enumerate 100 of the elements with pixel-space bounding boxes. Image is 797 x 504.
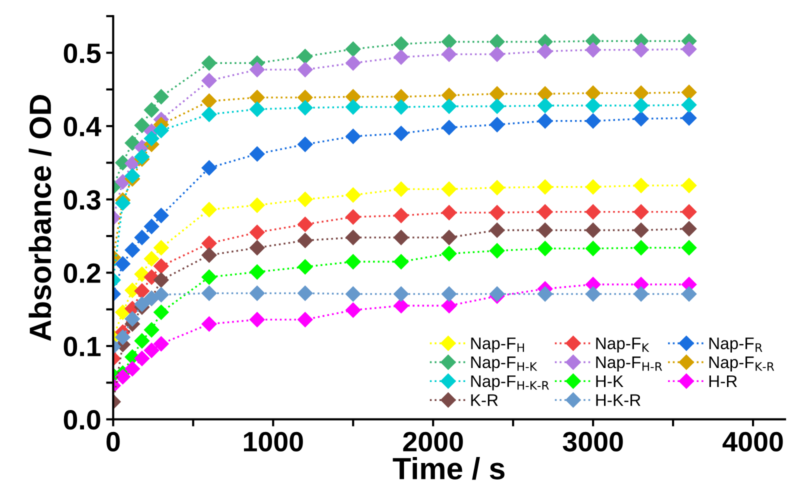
point bbox=[154, 122, 169, 138]
point bbox=[134, 350, 150, 366]
point bbox=[144, 322, 160, 338]
point bbox=[250, 286, 265, 301]
point bbox=[490, 180, 505, 196]
legend-label: Nap-F$_{H-K}$ bbox=[471, 356, 538, 372]
legend-label: Nap-F$_{R}$ bbox=[709, 338, 762, 353]
point bbox=[681, 42, 697, 57]
point bbox=[202, 106, 217, 122]
point bbox=[154, 258, 169, 274]
point bbox=[346, 209, 361, 225]
point bbox=[586, 42, 601, 58]
point bbox=[154, 304, 169, 320]
point bbox=[134, 230, 150, 246]
point bbox=[346, 128, 361, 144]
point bbox=[346, 254, 361, 270]
x-tick-label: 3000 bbox=[562, 432, 623, 452]
x-tick-label: 4000 bbox=[722, 432, 783, 452]
point bbox=[538, 86, 553, 102]
point bbox=[634, 111, 649, 126]
point bbox=[202, 202, 217, 218]
point bbox=[154, 89, 169, 104]
point bbox=[154, 287, 169, 302]
point bbox=[124, 361, 140, 376]
point bbox=[538, 98, 553, 114]
point bbox=[442, 286, 457, 302]
x-tick-label: 2000 bbox=[403, 432, 463, 452]
point bbox=[115, 330, 130, 345]
point bbox=[394, 254, 409, 270]
point bbox=[681, 97, 697, 112]
point bbox=[202, 55, 217, 71]
point bbox=[538, 44, 553, 59]
point bbox=[346, 42, 361, 57]
point bbox=[298, 48, 313, 64]
legend-label: H-K-R bbox=[596, 394, 640, 406]
point bbox=[202, 94, 217, 109]
point bbox=[634, 240, 649, 256]
point bbox=[634, 222, 649, 238]
point bbox=[144, 130, 160, 146]
point bbox=[490, 243, 505, 258]
point bbox=[134, 296, 150, 312]
point bbox=[298, 259, 313, 274]
point bbox=[681, 84, 697, 100]
point bbox=[298, 100, 313, 116]
y-tick-label: 0.2 bbox=[64, 263, 100, 284]
point bbox=[144, 251, 160, 266]
point bbox=[394, 182, 409, 197]
point bbox=[250, 146, 265, 162]
point bbox=[134, 283, 150, 299]
point bbox=[124, 311, 140, 326]
point bbox=[394, 230, 409, 246]
legend-label: Nap-F$_{K-R}$ bbox=[709, 356, 774, 372]
legend-label: K-R bbox=[471, 394, 498, 406]
point bbox=[538, 240, 553, 256]
point bbox=[250, 62, 265, 78]
point bbox=[394, 298, 409, 314]
point bbox=[490, 86, 505, 102]
point bbox=[538, 204, 553, 220]
point bbox=[634, 42, 649, 58]
point bbox=[144, 342, 160, 358]
point bbox=[346, 99, 361, 115]
point bbox=[124, 242, 140, 258]
point bbox=[442, 182, 457, 197]
point bbox=[634, 204, 649, 220]
point bbox=[490, 46, 505, 62]
y-tick-label: 0.5 bbox=[64, 43, 101, 64]
point bbox=[394, 50, 409, 65]
point bbox=[634, 86, 649, 101]
legend-label: Nap-F$_{H-K-R}$ bbox=[471, 375, 549, 390]
point bbox=[442, 88, 457, 103]
point bbox=[634, 98, 649, 114]
point bbox=[442, 230, 457, 246]
point bbox=[298, 62, 313, 78]
point bbox=[394, 208, 409, 224]
point bbox=[250, 312, 265, 328]
point bbox=[442, 246, 457, 262]
point bbox=[346, 230, 361, 246]
point bbox=[124, 135, 140, 151]
point bbox=[394, 99, 409, 115]
point bbox=[538, 113, 553, 129]
point bbox=[144, 102, 160, 118]
point bbox=[586, 240, 601, 256]
point bbox=[250, 102, 265, 117]
point bbox=[202, 286, 217, 301]
point bbox=[346, 286, 361, 302]
point bbox=[134, 266, 150, 282]
point bbox=[202, 270, 217, 285]
point bbox=[442, 98, 457, 114]
point bbox=[442, 205, 457, 220]
x-axis-title: Time / s bbox=[392, 457, 504, 480]
point bbox=[490, 34, 505, 50]
point bbox=[586, 86, 601, 101]
point bbox=[442, 46, 457, 62]
point bbox=[202, 236, 217, 251]
point bbox=[134, 333, 150, 348]
y-axis-title: Absorbance / OD bbox=[28, 95, 52, 341]
point bbox=[298, 232, 313, 248]
legend-label: H-K bbox=[596, 375, 624, 387]
point bbox=[250, 90, 265, 106]
legend-label: Nap-F$_{H}$ bbox=[471, 338, 524, 353]
